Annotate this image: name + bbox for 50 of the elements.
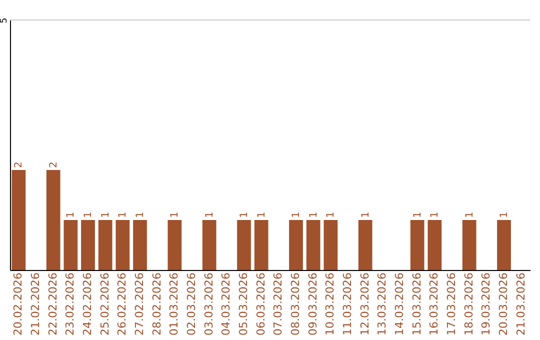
- data-label: 2: [14, 162, 25, 168]
- x-tick-label: 16.03.2026: [428, 272, 441, 336]
- x-tick-label: 28.02.2026: [150, 272, 164, 336]
- x-tick-label: 21.02.2026: [29, 272, 42, 336]
- data-label: 1: [326, 212, 337, 218]
- x-tick-label: 19.03.2026: [480, 272, 493, 336]
- x-tick-label: 04.03.2026: [220, 272, 233, 336]
- x-tick-label: 25.02.2026: [98, 272, 112, 336]
- data-label: 1: [308, 212, 320, 218]
- x-tick-label: 24.02.2026: [81, 272, 94, 336]
- data-label: 1: [430, 212, 441, 218]
- data-label: 1: [239, 212, 250, 218]
- data-label: 1: [66, 212, 77, 218]
- x-tick-label: 22.02.2026: [46, 272, 60, 336]
- x-tick-label: 07.03.2026: [272, 272, 285, 336]
- x-tick-label: 01.03.2026: [168, 272, 181, 336]
- x-tick-label: 15.03.2026: [410, 272, 424, 336]
- x-tick-label: 12.03.2026: [358, 272, 372, 336]
- data-label: 2: [48, 162, 60, 168]
- x-tick-label: 17.03.2026: [445, 272, 458, 336]
- x-tick-label: 23.02.2026: [64, 272, 77, 336]
- data-label: 1: [204, 212, 216, 218]
- data-label: 1: [170, 212, 181, 218]
- data-label: 1: [291, 212, 302, 218]
- x-tick-label: 02.03.2026: [185, 272, 198, 336]
- data-label: 1: [464, 212, 476, 218]
- x-tick-label: 03.03.2026: [202, 272, 216, 336]
- x-tick-label: 20.03.2026: [497, 272, 510, 336]
- data-label: 1: [360, 212, 372, 218]
- x-tick-label: 13.03.2026: [376, 272, 389, 336]
- x-tick-label: 10.03.2026: [324, 272, 337, 336]
- x-tick-label: 27.02.2026: [133, 272, 146, 336]
- x-tick-label: 05.03.2026: [237, 272, 250, 336]
- x-tick-label: 26.02.2026: [116, 272, 129, 336]
- x-tick-label: 08.03.2026: [289, 272, 302, 336]
- data-label: 1: [100, 212, 112, 218]
- data-label: 1: [412, 212, 424, 218]
- x-tick-label: 18.03.2026: [462, 272, 476, 336]
- data-label: 1: [118, 212, 129, 218]
- x-tick-label: 09.03.2026: [306, 272, 320, 336]
- y-tick-label: 5: [0, 18, 10, 24]
- data-label: 1: [135, 212, 146, 218]
- x-tick-label: 21.03.2026: [514, 272, 528, 336]
- x-tick-label: 14.03.2026: [393, 272, 406, 336]
- x-tick-label: 20.02.2026: [12, 272, 25, 336]
- x-tick-label: 11.03.2026: [341, 272, 354, 336]
- x-tick-label: 06.03.2026: [254, 272, 268, 336]
- data-label: 1: [256, 212, 268, 218]
- data-label: 1: [499, 212, 510, 218]
- data-label: 1: [83, 212, 94, 218]
